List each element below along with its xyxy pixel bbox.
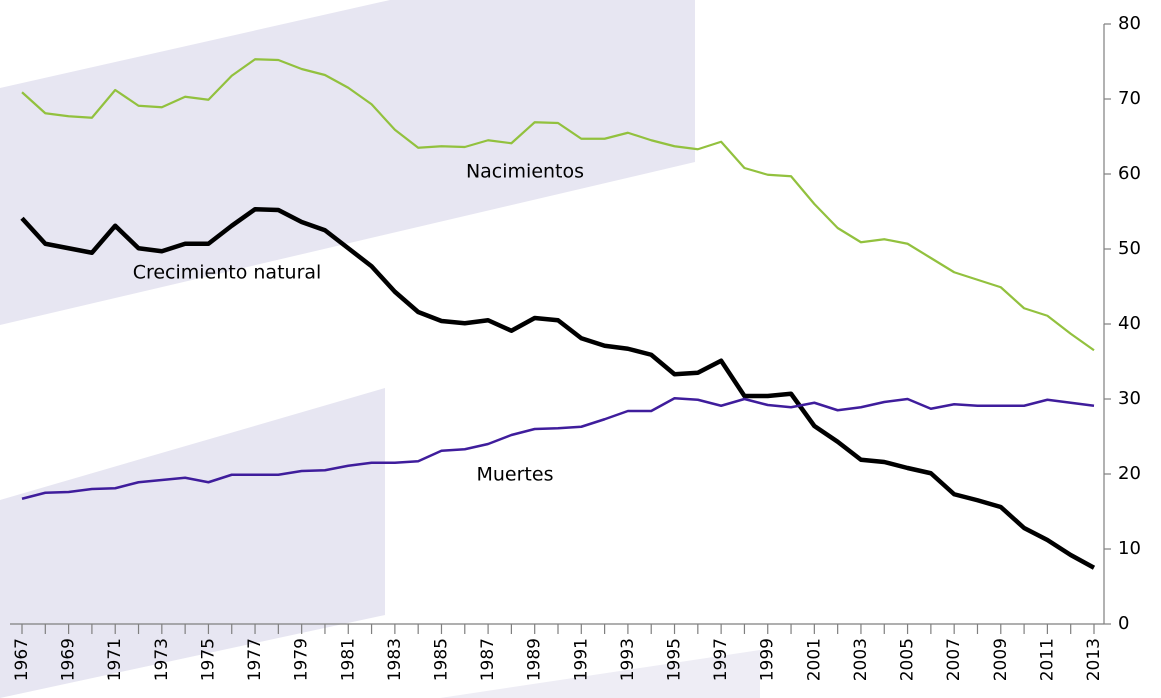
- x-tick-label: 1989: [525, 638, 545, 681]
- x-tick-label: 1977: [245, 638, 265, 681]
- series-line: [21, 58, 1095, 352]
- x-tick-label: 2009: [991, 638, 1011, 681]
- x-tick-label: 1983: [385, 638, 405, 681]
- y-tick-label: 10: [1118, 538, 1141, 559]
- y-tick-label: 60: [1118, 163, 1141, 184]
- x-tick-label: 2011: [1037, 638, 1057, 681]
- series-label: Crecimiento natural: [133, 262, 322, 284]
- x-tick-label: 1985: [431, 638, 451, 681]
- x-tick-label: 2005: [898, 638, 918, 681]
- x-tick-label: 1991: [571, 638, 591, 681]
- y-tick-label: 20: [1118, 463, 1141, 484]
- x-tick-label: 2003: [851, 638, 871, 681]
- y-tick-label: 70: [1118, 88, 1141, 109]
- y-tick-label: 40: [1118, 313, 1141, 334]
- y-tick-label: 0: [1118, 613, 1129, 634]
- background-shape: [0, 0, 695, 325]
- background-shape: [0, 388, 385, 698]
- x-tick-label: 1997: [711, 638, 731, 681]
- x-tick-label: 1993: [618, 638, 638, 681]
- series-line: [21, 397, 1095, 500]
- x-tick-label: 1999: [758, 638, 778, 681]
- x-tick-label: 1971: [105, 638, 125, 681]
- x-tick-label: 1969: [59, 638, 79, 681]
- x-tick-label: 2013: [1084, 638, 1104, 681]
- x-tick-label: 1987: [478, 638, 498, 681]
- y-tick-label: 30: [1118, 388, 1141, 409]
- y-tick-label: 50: [1118, 238, 1141, 259]
- background-shape: [440, 650, 760, 698]
- series-label: Nacimientos: [466, 161, 584, 183]
- x-tick-label: 1973: [152, 638, 172, 681]
- x-tick-label: 1995: [665, 638, 685, 681]
- x-tick-label: 1967: [12, 638, 32, 681]
- x-tick-label: 1981: [338, 638, 358, 681]
- x-tick-label: 2001: [804, 638, 824, 681]
- x-tick-label: 2007: [944, 638, 964, 681]
- x-tick-label: 1975: [198, 638, 218, 681]
- series-line: [20, 207, 1096, 570]
- x-tick-label: 1979: [292, 638, 312, 681]
- y-tick-label: 80: [1118, 13, 1141, 34]
- series-label: Muertes: [477, 464, 554, 486]
